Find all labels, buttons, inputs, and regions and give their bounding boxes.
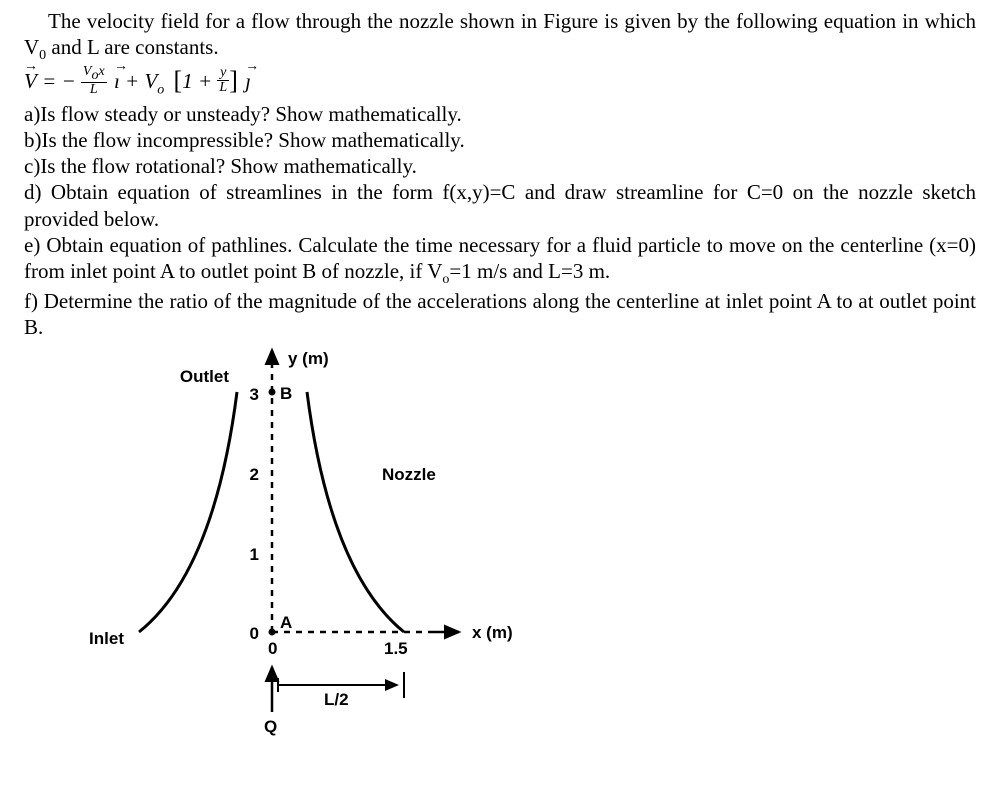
problem-text: The velocity field for a flow through th… bbox=[24, 8, 976, 340]
eq-frac1: Vox L bbox=[81, 65, 107, 98]
point-B-dot bbox=[269, 389, 276, 396]
question-e: e) Obtain equation of pathlines. Calcula… bbox=[24, 232, 976, 289]
question-a: a)Is flow steady or unsteady? Show mathe… bbox=[24, 101, 976, 127]
eq-frac1-num-x: x bbox=[98, 64, 104, 79]
questions-block: a)Is flow steady or unsteady? Show mathe… bbox=[24, 101, 976, 340]
point-A-label: A bbox=[280, 613, 292, 632]
vec-i: →ı bbox=[114, 68, 120, 94]
x-15-label: 1.5 bbox=[384, 639, 408, 658]
nozzle-figure: y (m) 3 2 1 0 x (m) 0 1.5 Outlet Inlet N… bbox=[64, 342, 664, 742]
intro-paragraph: The velocity field for a flow through th… bbox=[24, 8, 976, 65]
L2-label: L/2 bbox=[324, 690, 349, 709]
eq-Vo: V bbox=[144, 69, 157, 93]
nozzle-right-wall bbox=[307, 392, 404, 632]
vec-j: →ȷ bbox=[245, 68, 251, 94]
point-B-label: B bbox=[280, 384, 292, 403]
y-tick-2: 2 bbox=[250, 465, 259, 484]
question-f: f) Determine the ratio of the magnitude … bbox=[24, 288, 976, 340]
eq-lbracket: [ bbox=[174, 66, 183, 95]
y-tick-3: 3 bbox=[250, 385, 259, 404]
y-axis-label: y (m) bbox=[288, 349, 329, 368]
y-tick-1: 1 bbox=[250, 545, 259, 564]
eq-frac1-den: L bbox=[81, 83, 107, 97]
eq-one-plus: 1 + bbox=[182, 69, 217, 93]
question-c: c)Is the flow rotational? Show mathemati… bbox=[24, 153, 976, 179]
point-A-dot bbox=[269, 629, 276, 636]
eq-frac2-num: y bbox=[217, 66, 229, 81]
eq-equals: = − bbox=[42, 69, 81, 93]
eq-plus: + bbox=[125, 69, 144, 93]
question-e-text2: =1 m/s and L=3 m. bbox=[449, 259, 610, 283]
question-d: d) Obtain equation of streamlines in the… bbox=[24, 179, 976, 231]
velocity-equation: →V = − Vox L →ı + Vo [1 + y L ] →ȷ bbox=[24, 67, 976, 100]
nozzle-svg: y (m) 3 2 1 0 x (m) 0 1.5 Outlet Inlet N… bbox=[64, 342, 664, 742]
eq-frac2: y L bbox=[217, 66, 229, 95]
y-tick-0: 0 bbox=[250, 624, 259, 643]
page: The velocity field for a flow through th… bbox=[0, 0, 1000, 806]
nozzle-label: Nozzle bbox=[382, 465, 436, 484]
vec-V: →V bbox=[24, 68, 37, 94]
outlet-label: Outlet bbox=[180, 367, 229, 386]
x-axis-label: x (m) bbox=[472, 623, 513, 642]
eq-rbracket: ] bbox=[229, 66, 238, 95]
Q-label: Q bbox=[264, 717, 277, 736]
eq-Vo-sub: o bbox=[157, 82, 164, 97]
x-origin-label: 0 bbox=[268, 639, 277, 658]
intro-text-2: and L are constants. bbox=[46, 35, 218, 59]
nozzle-left-wall bbox=[139, 392, 237, 632]
question-b: b)Is the flow incompressible? Show mathe… bbox=[24, 127, 976, 153]
eq-frac2-den: L bbox=[217, 81, 229, 95]
inlet-label: Inlet bbox=[89, 629, 124, 648]
